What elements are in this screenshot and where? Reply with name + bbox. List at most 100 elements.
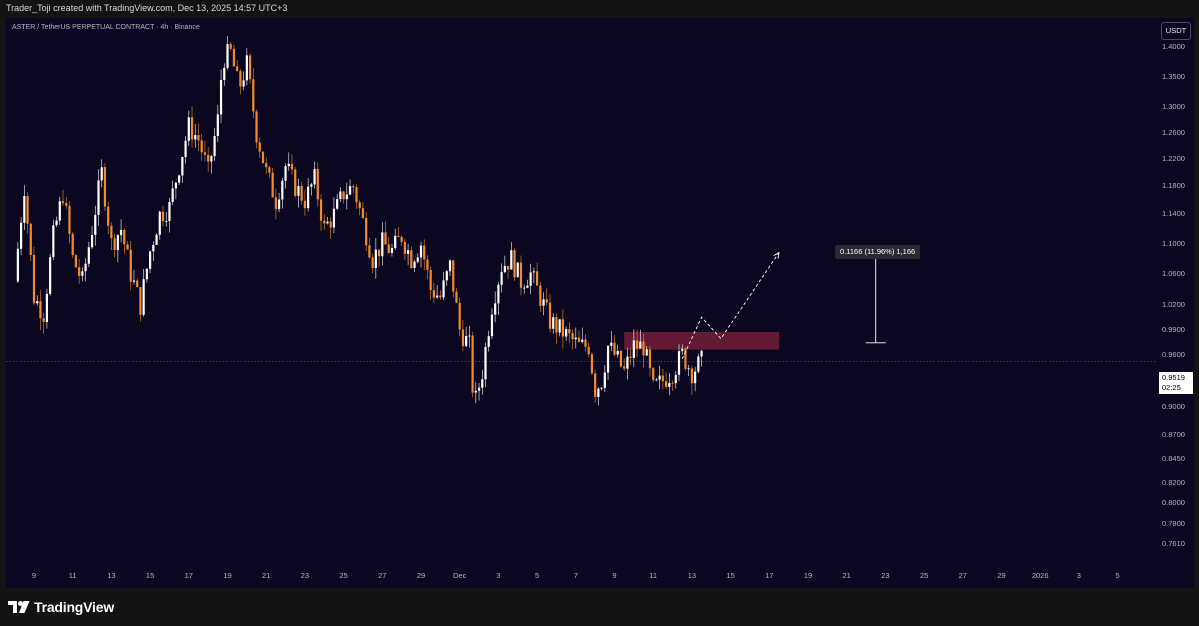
- chart-area[interactable]: ASTER / TetherUS PERPETUAL CONTRACT · 4h…: [6, 18, 1194, 588]
- candle-body: [42, 318, 45, 322]
- candle-body: [661, 375, 664, 382]
- candle-body: [597, 388, 600, 397]
- candle-body: [45, 293, 48, 322]
- projection-path: [681, 252, 780, 360]
- price-tick-label: 1.3000: [1162, 102, 1185, 112]
- time-tick-label: 27: [378, 571, 387, 580]
- time-tick-label: 17: [184, 571, 193, 580]
- candle-body: [194, 135, 197, 140]
- price-tick-label: 1.1800: [1162, 181, 1185, 191]
- candle-body: [377, 249, 381, 257]
- candle-body: [345, 194, 348, 200]
- author-credit: Trader_Toji created with TradingView.com…: [6, 3, 288, 13]
- time-tick-label: 15: [145, 571, 155, 580]
- candle-body: [68, 205, 71, 234]
- candle-body: [397, 235, 400, 238]
- tradingview-logo[interactable]: TradingView: [8, 599, 114, 615]
- candle-body: [307, 186, 310, 209]
- candle-body: [648, 349, 652, 369]
- candle-body: [529, 272, 532, 286]
- candle-body: [216, 114, 219, 136]
- candle-body: [65, 202, 68, 206]
- candle-body: [58, 201, 61, 221]
- price-tick-label: 0.9900: [1162, 324, 1185, 334]
- candle-body: [55, 220, 58, 226]
- candle-body: [129, 249, 132, 282]
- candle-body: [561, 319, 564, 337]
- candle-body: [452, 260, 455, 292]
- candle-body: [126, 244, 129, 250]
- candle-body: [20, 222, 23, 249]
- candle-body: [229, 44, 232, 49]
- footer: TradingView: [0, 588, 1199, 626]
- candle-body: [577, 337, 581, 342]
- currency-unit-button[interactable]: USDT: [1161, 22, 1191, 40]
- candle-body: [413, 261, 416, 269]
- candle-body: [278, 199, 281, 209]
- candle-body: [448, 260, 452, 272]
- candle-body: [432, 290, 435, 298]
- time-axis[interactable]: 9 11 13 15 17 19 21 23 25 27 29 Dec 3 5 7 9 11 13 15 17 19 21…: [6, 568, 1156, 588]
- candle-body: [281, 180, 284, 200]
- candle-body: [603, 372, 606, 388]
- candle-body: [465, 336, 468, 347]
- candle-body: [374, 249, 377, 269]
- candle-body: [474, 390, 477, 393]
- time-tick-label: 29: [416, 571, 426, 580]
- candle-body: [423, 245, 426, 260]
- time-tick-label: 27: [958, 571, 967, 580]
- candle-body: [368, 245, 371, 258]
- time-tick-label: 2026: [1031, 571, 1049, 580]
- top-credit-bar: Trader_Toji created with TradingView.com…: [0, 0, 1199, 18]
- candle-body: [294, 169, 297, 196]
- candle-body: [142, 279, 145, 315]
- candle-body: [223, 67, 226, 80]
- time-tick-label: 23: [881, 571, 890, 580]
- candle-body: [339, 191, 342, 200]
- last-price-label: 0.9519 02:25: [1159, 372, 1193, 394]
- candle-body: [26, 196, 29, 224]
- candle-body: [49, 257, 52, 294]
- candle-body: [700, 350, 703, 357]
- candle-body: [674, 374, 677, 384]
- candle-body: [71, 233, 74, 256]
- time-tick-label: 13: [687, 571, 697, 580]
- time-tick-label: 5: [535, 571, 540, 580]
- candle-body: [387, 244, 390, 253]
- candle-body: [506, 265, 510, 270]
- candle-body: [652, 368, 655, 380]
- candle-body: [519, 262, 523, 288]
- candle-body: [658, 375, 661, 380]
- candle-body: [132, 280, 136, 282]
- candle-body: [436, 295, 439, 298]
- candle-body: [116, 235, 119, 251]
- candle-body: [410, 250, 413, 269]
- candle-body: [316, 169, 319, 200]
- candle-body: [568, 329, 571, 334]
- candle-body: [690, 368, 693, 384]
- candle-body: [190, 117, 194, 140]
- candle-body: [248, 55, 252, 80]
- candle-body: [400, 237, 403, 243]
- candle-body: [139, 287, 142, 315]
- candle-body: [606, 345, 610, 373]
- time-tick-label: 11: [68, 571, 77, 580]
- candle-body: [545, 299, 548, 303]
- time-tick-label: 3: [1076, 571, 1081, 580]
- candle-body: [552, 317, 555, 329]
- candle-body: [265, 163, 268, 168]
- price-plot[interactable]: [6, 18, 1194, 588]
- candle-body: [642, 341, 645, 356]
- candle-body: [574, 337, 577, 340]
- candle-body: [694, 371, 697, 384]
- candle-body: [145, 268, 148, 280]
- time-tick-label: 3: [496, 571, 501, 580]
- price-axis[interactable]: 1.4000 1.3500 1.3000 1.2600 1.2200 1.1800 1.14…: [1156, 42, 1194, 578]
- candle-body: [487, 336, 490, 347]
- candle-body: [526, 285, 529, 288]
- candle-body: [500, 272, 503, 285]
- candle-body: [197, 135, 200, 141]
- candle-body: [94, 215, 97, 235]
- candle-body: [361, 208, 365, 219]
- candle-body: [103, 167, 107, 207]
